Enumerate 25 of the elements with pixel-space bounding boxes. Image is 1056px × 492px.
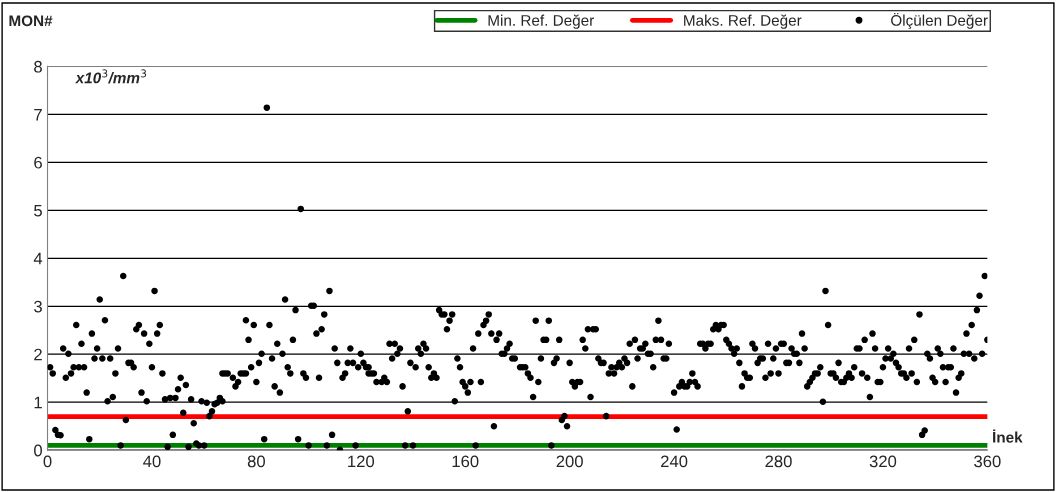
x-axis-title: İnek [993,429,1023,443]
x-tick-label: 120 [348,455,375,468]
y-tick-label: 8 [34,60,42,73]
y-tick-label: 0 [34,444,43,457]
y-tick-label: 6 [34,156,42,169]
x-tick-label: 0 [43,455,52,468]
legend-label: Ölçülen Değer [891,12,988,29]
x-tick-label: 80 [247,455,265,468]
y-tick-label: 5 [34,204,42,217]
x-tick-label: 320 [869,455,897,468]
chart-title: MON# [9,15,53,27]
legend-label: Maks. Ref. Değer [684,14,802,29]
x-tick-label: 360 [974,455,1001,468]
x-tick-label: 240 [661,455,688,468]
y-tick-label: 3 [34,300,42,313]
y-axis-title: x10$^{3}$/mm$^{3}$ [75,69,147,84]
y-tick-label: 7 [34,108,42,121]
y-tick-label: 1 [34,396,42,409]
x-tick-label: 280 [765,455,792,468]
x-tick-label: 200 [556,455,583,468]
x-tick-label: 160 [452,455,479,468]
legend-label: Min. Ref. Değer [488,14,595,29]
x-tick-label: 40 [143,455,161,468]
y-tick-label: 4 [33,252,43,265]
y-tick-label: 2 [34,348,42,361]
